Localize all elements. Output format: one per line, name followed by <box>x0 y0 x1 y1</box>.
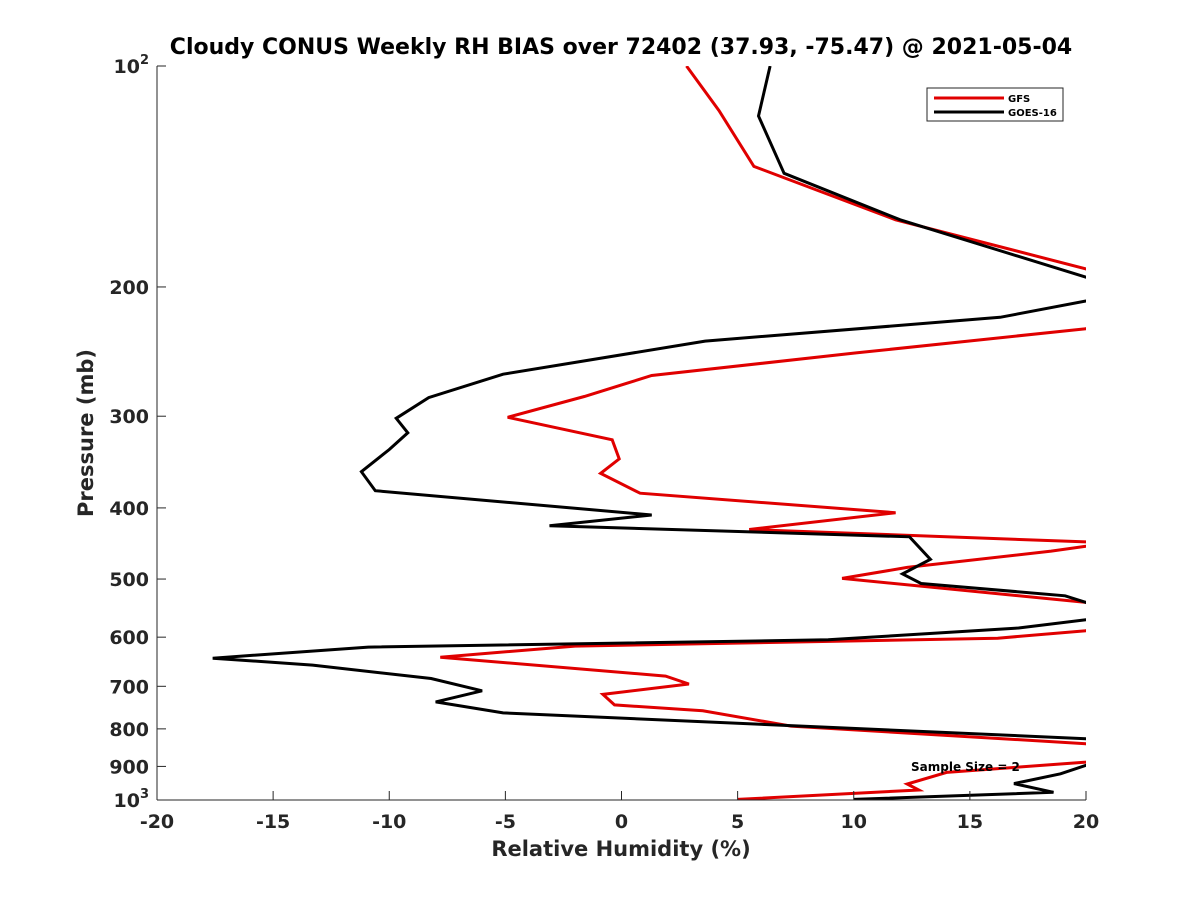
y-tick-label: 103 <box>114 787 150 812</box>
x-tick-label: 15 <box>957 811 983 833</box>
y-tick-label: 800 <box>109 719 149 741</box>
y-tick-label: 400 <box>109 498 149 520</box>
plot-area <box>157 66 1086 800</box>
legend-label: GOES-16 <box>1008 108 1057 119</box>
x-axis-title: Relative Humidity (%) <box>491 837 750 861</box>
x-tick-label: 10 <box>841 811 867 833</box>
y-tick-label: 900 <box>109 756 149 778</box>
x-tick-label: -10 <box>372 811 406 833</box>
y-tick-label: 300 <box>109 406 149 428</box>
x-tick-label: -5 <box>495 811 516 833</box>
x-tick-label: 0 <box>615 811 628 833</box>
y-axis-title: Pressure (mb) <box>74 349 98 517</box>
y-tick-label: 102 <box>114 53 150 78</box>
x-tick-label: -20 <box>140 811 174 833</box>
x-tick-label: 20 <box>1073 811 1099 833</box>
series-group <box>212 66 1086 800</box>
x-ticks: -20 -15 -10 -5 0 5 10 15 20 <box>140 791 1099 833</box>
y-ticks: 102 200 300 400 500 600 700 800 900 103 <box>109 53 166 812</box>
series-line-gfs <box>440 66 1086 800</box>
y-tick-label: 700 <box>109 676 149 698</box>
x-tick-label: 5 <box>731 811 744 833</box>
y-tick-label: 600 <box>109 627 149 649</box>
y-tick-label: 200 <box>109 277 149 299</box>
x-tick-label: -15 <box>256 811 290 833</box>
legend-box <box>926 87 1064 122</box>
chart-title: Cloudy CONUS Weekly RH BIAS over 72402 (… <box>170 35 1072 60</box>
series-line-goes-16 <box>212 66 1086 800</box>
y-tick-label: 500 <box>109 569 149 591</box>
sample-size-annotation: Sample Size = 2 <box>911 760 1020 774</box>
legend-label: GFS <box>1008 94 1030 105</box>
legend: GFS GOES-16 <box>926 87 1064 122</box>
